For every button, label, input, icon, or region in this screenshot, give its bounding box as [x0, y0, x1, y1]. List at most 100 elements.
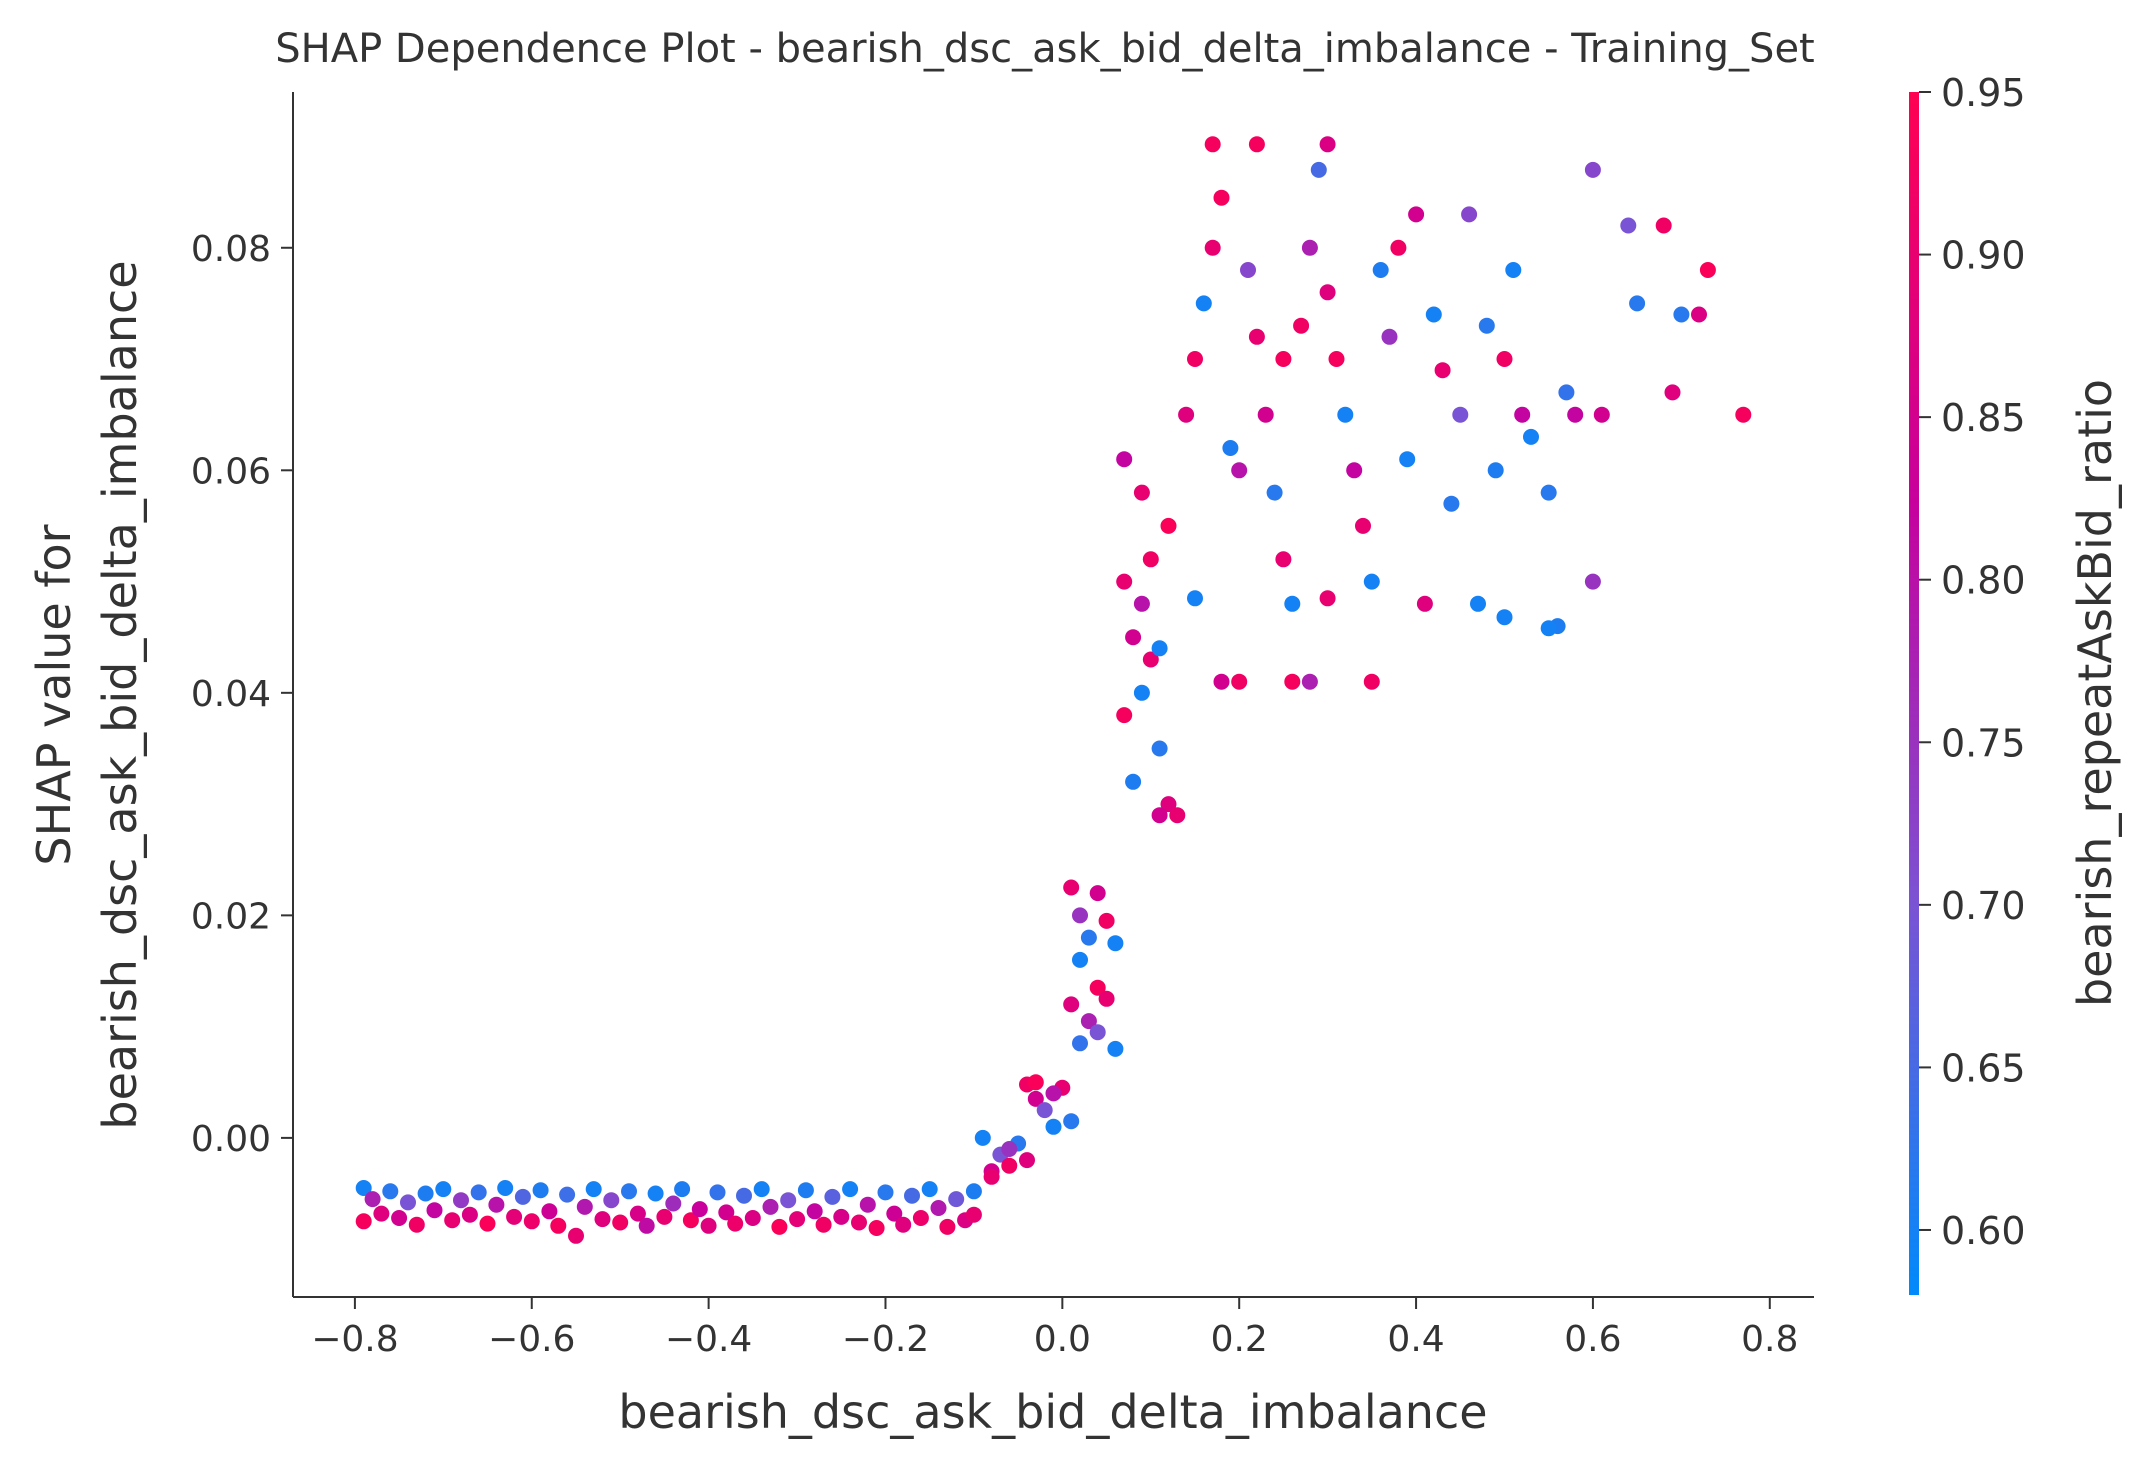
data-point	[355, 1180, 372, 1196]
data-point	[1142, 551, 1159, 568]
data-point	[1213, 189, 1230, 206]
data-point	[983, 1168, 1000, 1185]
data-point	[1116, 707, 1133, 724]
data-point	[1399, 451, 1416, 468]
data-point	[1346, 462, 1363, 479]
data-point	[930, 1200, 947, 1216]
data-point	[1080, 929, 1097, 946]
data-point	[1735, 406, 1752, 423]
data-point	[647, 1185, 664, 1202]
data-point	[1063, 1113, 1080, 1130]
data-point	[629, 1205, 646, 1222]
data-point	[1195, 295, 1212, 312]
data-point	[1080, 1013, 1097, 1030]
data-point	[1673, 306, 1690, 323]
x-tick-label: −0.6	[488, 1319, 575, 1360]
data-point	[691, 1201, 708, 1218]
data-point	[1284, 673, 1301, 690]
data-point	[1319, 284, 1336, 301]
colorbar-tick-label: 0.90	[1941, 234, 2026, 278]
data-point	[461, 1206, 478, 1223]
data-point	[1072, 951, 1088, 968]
data-point	[1204, 239, 1221, 256]
colorbar-tick-label: 0.95	[1941, 71, 2026, 115]
y-axis-label-line2: bearish_dsc_ask_bid_delta_imbalance	[93, 260, 147, 1129]
data-point	[877, 1184, 894, 1201]
colorbar-tick-label: 0.75	[1941, 721, 2026, 765]
data-point	[1266, 484, 1283, 501]
data-point	[1372, 262, 1389, 278]
data-point	[1257, 406, 1274, 423]
data-point	[417, 1185, 434, 1202]
data-point	[939, 1218, 956, 1235]
data-point	[824, 1188, 841, 1205]
data-point	[1133, 595, 1150, 612]
data-point	[1443, 495, 1460, 512]
data-point	[1275, 351, 1292, 367]
data-point	[1584, 573, 1601, 590]
data-point	[1036, 1102, 1053, 1119]
data-point	[523, 1213, 540, 1230]
data-point	[1213, 673, 1230, 690]
data-point	[1187, 351, 1203, 367]
data-point	[1160, 796, 1177, 813]
data-point	[700, 1217, 717, 1234]
data-point	[1107, 935, 1124, 952]
data-point	[1425, 306, 1442, 323]
data-point	[1355, 517, 1371, 534]
data-point	[965, 1183, 982, 1200]
x-ticks: −0.8 −0.6 −0.4 −0.2 0.0 0.2 0.4 0.6 0.8	[311, 1297, 1798, 1360]
data-point	[1461, 206, 1478, 223]
data-point	[744, 1210, 761, 1226]
y-tick-label: 0.02	[191, 896, 271, 937]
data-point	[621, 1183, 637, 1200]
data-point	[638, 1217, 655, 1234]
data-point	[550, 1217, 567, 1234]
data-point	[921, 1181, 938, 1198]
data-point	[1540, 620, 1557, 637]
data-point	[1098, 912, 1115, 929]
data-point	[479, 1215, 496, 1232]
data-point	[1363, 673, 1380, 690]
data-point	[895, 1216, 912, 1233]
data-point	[1169, 807, 1186, 824]
data-point	[470, 1184, 487, 1201]
data-point	[1072, 1035, 1088, 1052]
data-point	[1381, 328, 1398, 345]
data-point	[1301, 239, 1318, 256]
y-tick-label: 0.00	[191, 1119, 271, 1160]
data-point	[753, 1181, 770, 1198]
data-point	[1408, 206, 1425, 223]
y-tick-label: 0.08	[191, 229, 271, 270]
y-tick-label: 0.06	[191, 451, 271, 492]
data-point	[1133, 684, 1150, 701]
y-ticks: 0.00 0.02 0.04 0.06 0.08	[191, 229, 293, 1160]
x-tick-label: 0.0	[1034, 1319, 1091, 1360]
data-point	[1098, 990, 1115, 1007]
data-point	[426, 1202, 443, 1219]
data-point	[904, 1187, 920, 1204]
data-point	[1248, 328, 1265, 345]
data-point	[497, 1180, 514, 1196]
data-point	[391, 1210, 408, 1226]
data-point	[868, 1220, 885, 1236]
data-point	[559, 1186, 576, 1203]
data-point	[1363, 573, 1380, 590]
data-point	[568, 1227, 584, 1244]
data-point	[1390, 239, 1407, 256]
data-point	[1248, 136, 1265, 153]
data-point	[1514, 406, 1531, 423]
data-point	[514, 1188, 531, 1205]
data-point	[1027, 1090, 1044, 1107]
data-point	[965, 1206, 982, 1223]
data-point	[400, 1194, 416, 1211]
data-point	[1178, 406, 1195, 423]
y-tick-label: 0.04	[191, 674, 271, 715]
data-point	[1655, 217, 1672, 234]
data-point	[833, 1208, 850, 1225]
data-point	[1231, 462, 1248, 479]
data-point	[532, 1182, 549, 1199]
x-tick-label: −0.8	[311, 1319, 398, 1360]
data-point	[912, 1210, 929, 1226]
